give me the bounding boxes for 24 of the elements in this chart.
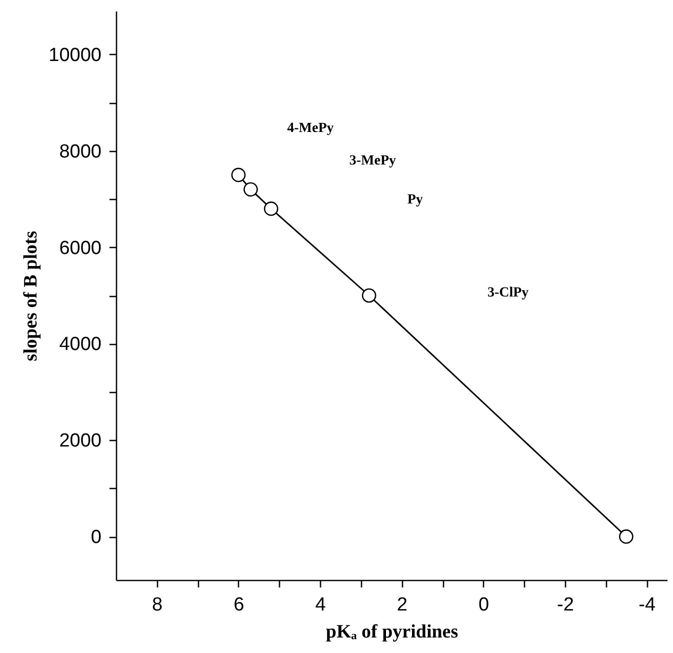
point [231, 168, 246, 182]
x-tick-label: 8 [152, 594, 163, 616]
x-tick-label: 6 [234, 594, 244, 616]
annotation: 4-MePy [287, 120, 334, 136]
point [244, 182, 258, 197]
annotation: 3-ClPy [487, 286, 529, 300]
y-tick-label: 4000 [59, 334, 102, 356]
y-tick-label: 0 [90, 527, 102, 548]
y-tick-label: 2000 [59, 430, 102, 452]
annotation: Py [407, 192, 423, 208]
x-tick-label: 2 [396, 594, 408, 616]
point [264, 202, 278, 216]
y-tick-label: 8000 [59, 141, 102, 162]
x-tick-label: 0 [478, 594, 490, 616]
point [619, 529, 634, 544]
x-tick-label: 4 [315, 594, 326, 616]
y-tick-label: 10000 [48, 44, 102, 66]
annotation: 3-MePy [349, 153, 396, 168]
y-axis-title: slopes of B plots [20, 230, 42, 362]
y-tick-label: 6000 [59, 238, 102, 259]
x-tick-label: -4 [638, 594, 656, 616]
x-axis-title: pKₐ of pyridines [326, 622, 458, 642]
point [362, 288, 376, 303]
x-tick-label: -2 [557, 594, 574, 616]
